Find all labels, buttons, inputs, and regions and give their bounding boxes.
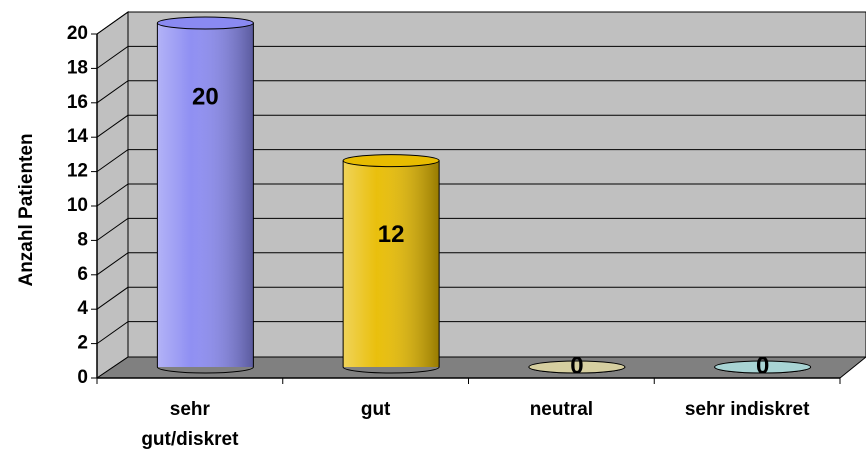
- x-tick-label: gut: [361, 399, 391, 420]
- y-tick-label: 2: [77, 333, 88, 354]
- bar-cap: [342, 154, 440, 168]
- value-label: 20: [192, 83, 219, 110]
- grid-line: [96, 217, 129, 241]
- value-label: 0: [570, 352, 583, 379]
- y-tick-label: 4: [77, 298, 88, 319]
- value-label: 0: [756, 352, 769, 379]
- grid-line: [96, 45, 129, 69]
- x-tick-label: sehr: [170, 399, 211, 420]
- y-tick-label: 10: [67, 195, 88, 216]
- bar-cap: [156, 16, 254, 30]
- x-tick-label: neutral: [530, 399, 593, 420]
- y-tick-label: 6: [77, 264, 88, 285]
- grid-line: [96, 286, 129, 310]
- bar-shade: [157, 23, 254, 367]
- bar-outline: [342, 160, 440, 374]
- grid-line: [96, 114, 129, 138]
- y-tick-label: 18: [67, 57, 88, 78]
- grid-line: [96, 149, 129, 173]
- x-tick-label: gut/diskret: [141, 429, 239, 450]
- value-label: 12: [378, 221, 405, 248]
- x-tick-label: sehr indiskret: [685, 399, 810, 420]
- y-tick-label: 20: [67, 23, 88, 44]
- y-tick-label: 12: [67, 161, 88, 182]
- grid-line: [96, 80, 129, 104]
- grid-line: [96, 252, 129, 276]
- grid-line: [96, 11, 129, 35]
- bar-cap: [714, 360, 812, 374]
- bar-shade: [343, 160, 440, 367]
- y-axis-title: Anzahl Patienten: [16, 133, 37, 286]
- bar-cap: [528, 360, 626, 374]
- y-tick-label: 8: [77, 229, 88, 250]
- grid-line: [96, 321, 129, 345]
- y-tick-label: 16: [67, 92, 88, 113]
- y-tick-label: 0: [77, 367, 88, 388]
- bar-outline: [156, 23, 254, 374]
- y-tick-label: 14: [67, 126, 89, 147]
- grid-line: [96, 183, 129, 207]
